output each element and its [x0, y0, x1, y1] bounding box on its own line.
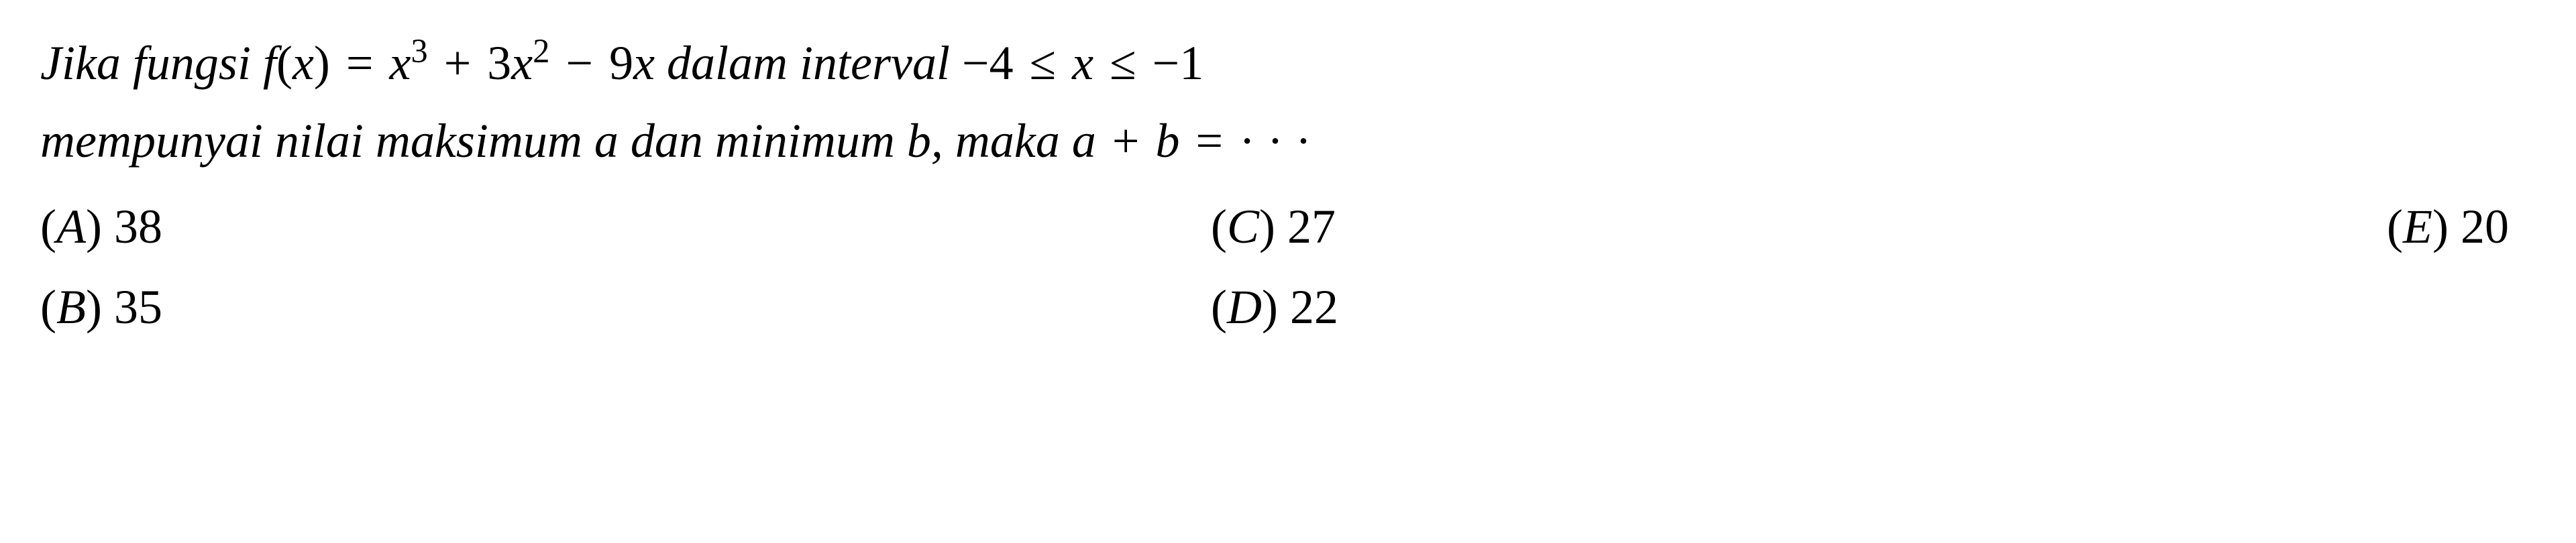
paren-close: ) — [86, 200, 114, 253]
paren-close: ) — [86, 280, 114, 334]
minus-op: − — [549, 36, 609, 90]
paren-open: ( — [1211, 280, 1227, 334]
math-problem: Jika fungsi f(x) = x3 + 3x2 − 9x dalam i… — [40, 27, 2536, 343]
question-line-2: mempunyai nilai maksimum a dan minimum b… — [40, 105, 2536, 177]
option-letter: A — [56, 200, 86, 253]
option-value: 38 — [114, 200, 162, 253]
text-prefix-2: mempunyai nilai maksimum — [40, 114, 594, 168]
text-prefix: Jika fungsi — [40, 36, 263, 90]
sum-eq: = — [1179, 114, 1239, 168]
dots: · · · — [1239, 114, 1311, 168]
paren-close: ) — [1259, 200, 1287, 253]
term2-exp: 2 — [533, 32, 549, 70]
term3-var: x — [633, 36, 655, 90]
term1-exp: 3 — [411, 32, 427, 70]
option-value: 27 — [1287, 200, 1336, 253]
answer-options: (A) 38 (B) 35 (C) 27 (D) 22 (E) 20 — [40, 190, 2536, 343]
func-var: x — [292, 36, 314, 90]
term2-var: x — [511, 36, 533, 90]
option-e[interactable]: (E) 20 — [2387, 190, 2509, 263]
question-line-1: Jika fungsi f(x) = x3 + 3x2 − 9x dalam i… — [40, 27, 2536, 99]
paren-open: ( — [40, 200, 56, 253]
paren-close: ) — [1262, 280, 1290, 334]
term2-coef: 3 — [487, 36, 511, 90]
sum-b: b — [1155, 114, 1179, 168]
option-d[interactable]: (D) 22 — [1211, 271, 1338, 343]
paren-open: ( — [276, 36, 292, 90]
text-mid-1: dan minimum — [619, 114, 907, 168]
option-value: 20 — [2461, 200, 2509, 253]
func-name: f — [263, 36, 276, 90]
option-a[interactable]: (A) 38 — [40, 190, 162, 263]
option-letter: D — [1227, 280, 1262, 334]
option-c[interactable]: (C) 27 — [1211, 190, 1338, 263]
interval-left: −4 — [962, 36, 1014, 90]
le-2: ≤ — [1093, 36, 1152, 90]
option-letter: E — [2403, 200, 2432, 253]
text-mid-2: , maka — [931, 114, 1072, 168]
options-col-mid: (C) 27 (D) 22 — [1211, 190, 1338, 343]
options-col-right: (E) 20 — [2387, 190, 2536, 343]
plus-op: + — [428, 36, 488, 90]
option-value: 22 — [1290, 280, 1338, 334]
term3-coef: 9 — [609, 36, 633, 90]
sum-a: a — [1072, 114, 1096, 168]
paren-open: ( — [1211, 200, 1227, 253]
sum-plus: + — [1096, 114, 1156, 168]
le-1: ≤ — [1014, 36, 1073, 90]
option-value: 35 — [114, 280, 162, 334]
option-letter: B — [56, 280, 86, 334]
term1-var: x — [390, 36, 411, 90]
option-letter: C — [1227, 200, 1259, 253]
paren-open: ( — [40, 280, 56, 334]
equals: = — [330, 36, 390, 90]
var-a: a — [594, 114, 619, 168]
text-mid: dalam interval — [655, 36, 962, 90]
var-b: b — [907, 114, 931, 168]
paren-close: ) — [2432, 200, 2461, 253]
options-col-left: (A) 38 (B) 35 — [40, 190, 162, 343]
interval-right: −1 — [1152, 36, 1204, 90]
paren-close: ) — [314, 36, 330, 90]
option-b[interactable]: (B) 35 — [40, 271, 162, 343]
paren-open: ( — [2387, 200, 2403, 253]
interval-var: x — [1072, 36, 1093, 90]
